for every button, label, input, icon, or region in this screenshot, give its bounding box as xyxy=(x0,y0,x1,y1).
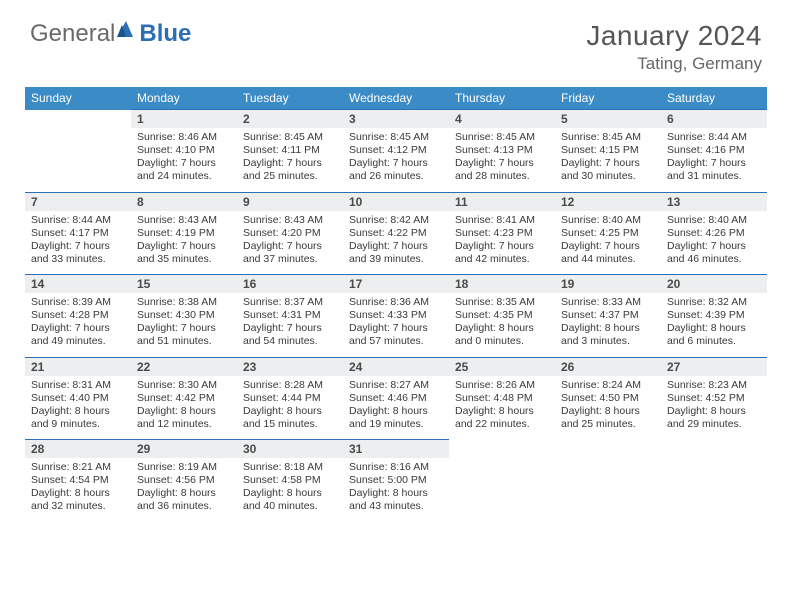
day-number-cell: 29 xyxy=(131,440,237,459)
day-number-cell: 28 xyxy=(25,440,131,459)
day-details-cell xyxy=(449,458,555,522)
day-number-cell xyxy=(661,440,767,459)
day-number-cell: 27 xyxy=(661,357,767,376)
month-title: January 2024 xyxy=(586,20,762,52)
calendar-table: SundayMondayTuesdayWednesdayThursdayFrid… xyxy=(25,87,767,522)
day-number-cell: 16 xyxy=(237,275,343,294)
header: General Blue January 2024 Tating, German… xyxy=(0,0,792,79)
details-row: Sunrise: 8:21 AMSunset: 4:54 PMDaylight:… xyxy=(25,458,767,522)
calendar-head: SundayMondayTuesdayWednesdayThursdayFrid… xyxy=(25,87,767,110)
calendar-body: 123456Sunrise: 8:46 AMSunset: 4:10 PMDay… xyxy=(25,110,767,522)
day-details-cell: Sunrise: 8:19 AMSunset: 4:56 PMDaylight:… xyxy=(131,458,237,522)
daynum-row: 14151617181920 xyxy=(25,275,767,294)
daynum-row: 78910111213 xyxy=(25,192,767,211)
day-number-cell: 17 xyxy=(343,275,449,294)
daynum-row: 28293031 xyxy=(25,440,767,459)
day-number-cell: 22 xyxy=(131,357,237,376)
day-number-cell: 26 xyxy=(555,357,661,376)
logo-text-general: General xyxy=(30,20,115,48)
details-row: Sunrise: 8:39 AMSunset: 4:28 PMDaylight:… xyxy=(25,293,767,357)
day-number-cell: 9 xyxy=(237,192,343,211)
day-details-cell: Sunrise: 8:40 AMSunset: 4:26 PMDaylight:… xyxy=(661,211,767,275)
day-details-cell: Sunrise: 8:26 AMSunset: 4:48 PMDaylight:… xyxy=(449,376,555,440)
day-details-cell: Sunrise: 8:45 AMSunset: 4:15 PMDaylight:… xyxy=(555,128,661,192)
location: Tating, Germany xyxy=(586,54,762,74)
day-details-cell: Sunrise: 8:16 AMSunset: 5:00 PMDaylight:… xyxy=(343,458,449,522)
day-details-cell: Sunrise: 8:39 AMSunset: 4:28 PMDaylight:… xyxy=(25,293,131,357)
day-number-cell: 31 xyxy=(343,440,449,459)
daynum-row: 21222324252627 xyxy=(25,357,767,376)
day-number-cell: 23 xyxy=(237,357,343,376)
day-number-cell: 18 xyxy=(449,275,555,294)
day-details-cell: Sunrise: 8:41 AMSunset: 4:23 PMDaylight:… xyxy=(449,211,555,275)
daynum-row: 123456 xyxy=(25,110,767,129)
day-number-cell: 3 xyxy=(343,110,449,129)
weekday-header: Wednesday xyxy=(343,87,449,110)
title-block: January 2024 Tating, Germany xyxy=(586,20,762,74)
day-details-cell: Sunrise: 8:42 AMSunset: 4:22 PMDaylight:… xyxy=(343,211,449,275)
details-row: Sunrise: 8:46 AMSunset: 4:10 PMDaylight:… xyxy=(25,128,767,192)
day-number-cell: 20 xyxy=(661,275,767,294)
day-details-cell: Sunrise: 8:43 AMSunset: 4:20 PMDaylight:… xyxy=(237,211,343,275)
weekday-header: Friday xyxy=(555,87,661,110)
day-details-cell: Sunrise: 8:33 AMSunset: 4:37 PMDaylight:… xyxy=(555,293,661,357)
logo-sail-icon xyxy=(115,19,137,44)
day-number-cell: 12 xyxy=(555,192,661,211)
day-details-cell: Sunrise: 8:43 AMSunset: 4:19 PMDaylight:… xyxy=(131,211,237,275)
day-number-cell: 8 xyxy=(131,192,237,211)
day-details-cell: Sunrise: 8:44 AMSunset: 4:17 PMDaylight:… xyxy=(25,211,131,275)
weekday-header: Saturday xyxy=(661,87,767,110)
weekday-header: Tuesday xyxy=(237,87,343,110)
day-details-cell xyxy=(661,458,767,522)
day-number-cell: 14 xyxy=(25,275,131,294)
day-number-cell xyxy=(555,440,661,459)
day-details-cell: Sunrise: 8:24 AMSunset: 4:50 PMDaylight:… xyxy=(555,376,661,440)
day-details-cell: Sunrise: 8:36 AMSunset: 4:33 PMDaylight:… xyxy=(343,293,449,357)
day-number-cell: 21 xyxy=(25,357,131,376)
day-details-cell: Sunrise: 8:30 AMSunset: 4:42 PMDaylight:… xyxy=(131,376,237,440)
day-details-cell: Sunrise: 8:37 AMSunset: 4:31 PMDaylight:… xyxy=(237,293,343,357)
day-details-cell: Sunrise: 8:46 AMSunset: 4:10 PMDaylight:… xyxy=(131,128,237,192)
day-details-cell xyxy=(25,128,131,192)
weekday-row: SundayMondayTuesdayWednesdayThursdayFrid… xyxy=(25,87,767,110)
day-number-cell: 6 xyxy=(661,110,767,129)
day-details-cell: Sunrise: 8:27 AMSunset: 4:46 PMDaylight:… xyxy=(343,376,449,440)
day-number-cell: 7 xyxy=(25,192,131,211)
day-number-cell: 19 xyxy=(555,275,661,294)
day-number-cell: 15 xyxy=(131,275,237,294)
day-details-cell: Sunrise: 8:35 AMSunset: 4:35 PMDaylight:… xyxy=(449,293,555,357)
logo-text-blue: Blue xyxy=(139,20,191,48)
day-number-cell: 25 xyxy=(449,357,555,376)
day-number-cell: 5 xyxy=(555,110,661,129)
day-details-cell: Sunrise: 8:45 AMSunset: 4:11 PMDaylight:… xyxy=(237,128,343,192)
day-number-cell: 1 xyxy=(131,110,237,129)
day-number-cell: 10 xyxy=(343,192,449,211)
details-row: Sunrise: 8:31 AMSunset: 4:40 PMDaylight:… xyxy=(25,376,767,440)
day-details-cell: Sunrise: 8:45 AMSunset: 4:13 PMDaylight:… xyxy=(449,128,555,192)
day-details-cell: Sunrise: 8:45 AMSunset: 4:12 PMDaylight:… xyxy=(343,128,449,192)
day-details-cell: Sunrise: 8:21 AMSunset: 4:54 PMDaylight:… xyxy=(25,458,131,522)
day-number-cell: 2 xyxy=(237,110,343,129)
weekday-header: Sunday xyxy=(25,87,131,110)
day-number-cell xyxy=(449,440,555,459)
day-details-cell xyxy=(555,458,661,522)
weekday-header: Thursday xyxy=(449,87,555,110)
day-details-cell: Sunrise: 8:38 AMSunset: 4:30 PMDaylight:… xyxy=(131,293,237,357)
day-details-cell: Sunrise: 8:23 AMSunset: 4:52 PMDaylight:… xyxy=(661,376,767,440)
weekday-header: Monday xyxy=(131,87,237,110)
day-details-cell: Sunrise: 8:31 AMSunset: 4:40 PMDaylight:… xyxy=(25,376,131,440)
day-number-cell: 4 xyxy=(449,110,555,129)
day-number-cell: 11 xyxy=(449,192,555,211)
day-details-cell: Sunrise: 8:40 AMSunset: 4:25 PMDaylight:… xyxy=(555,211,661,275)
day-details-cell: Sunrise: 8:44 AMSunset: 4:16 PMDaylight:… xyxy=(661,128,767,192)
day-number-cell xyxy=(25,110,131,129)
day-number-cell: 24 xyxy=(343,357,449,376)
day-number-cell: 13 xyxy=(661,192,767,211)
details-row: Sunrise: 8:44 AMSunset: 4:17 PMDaylight:… xyxy=(25,211,767,275)
day-details-cell: Sunrise: 8:18 AMSunset: 4:58 PMDaylight:… xyxy=(237,458,343,522)
logo: General Blue xyxy=(30,20,191,48)
day-details-cell: Sunrise: 8:32 AMSunset: 4:39 PMDaylight:… xyxy=(661,293,767,357)
day-number-cell: 30 xyxy=(237,440,343,459)
day-details-cell: Sunrise: 8:28 AMSunset: 4:44 PMDaylight:… xyxy=(237,376,343,440)
